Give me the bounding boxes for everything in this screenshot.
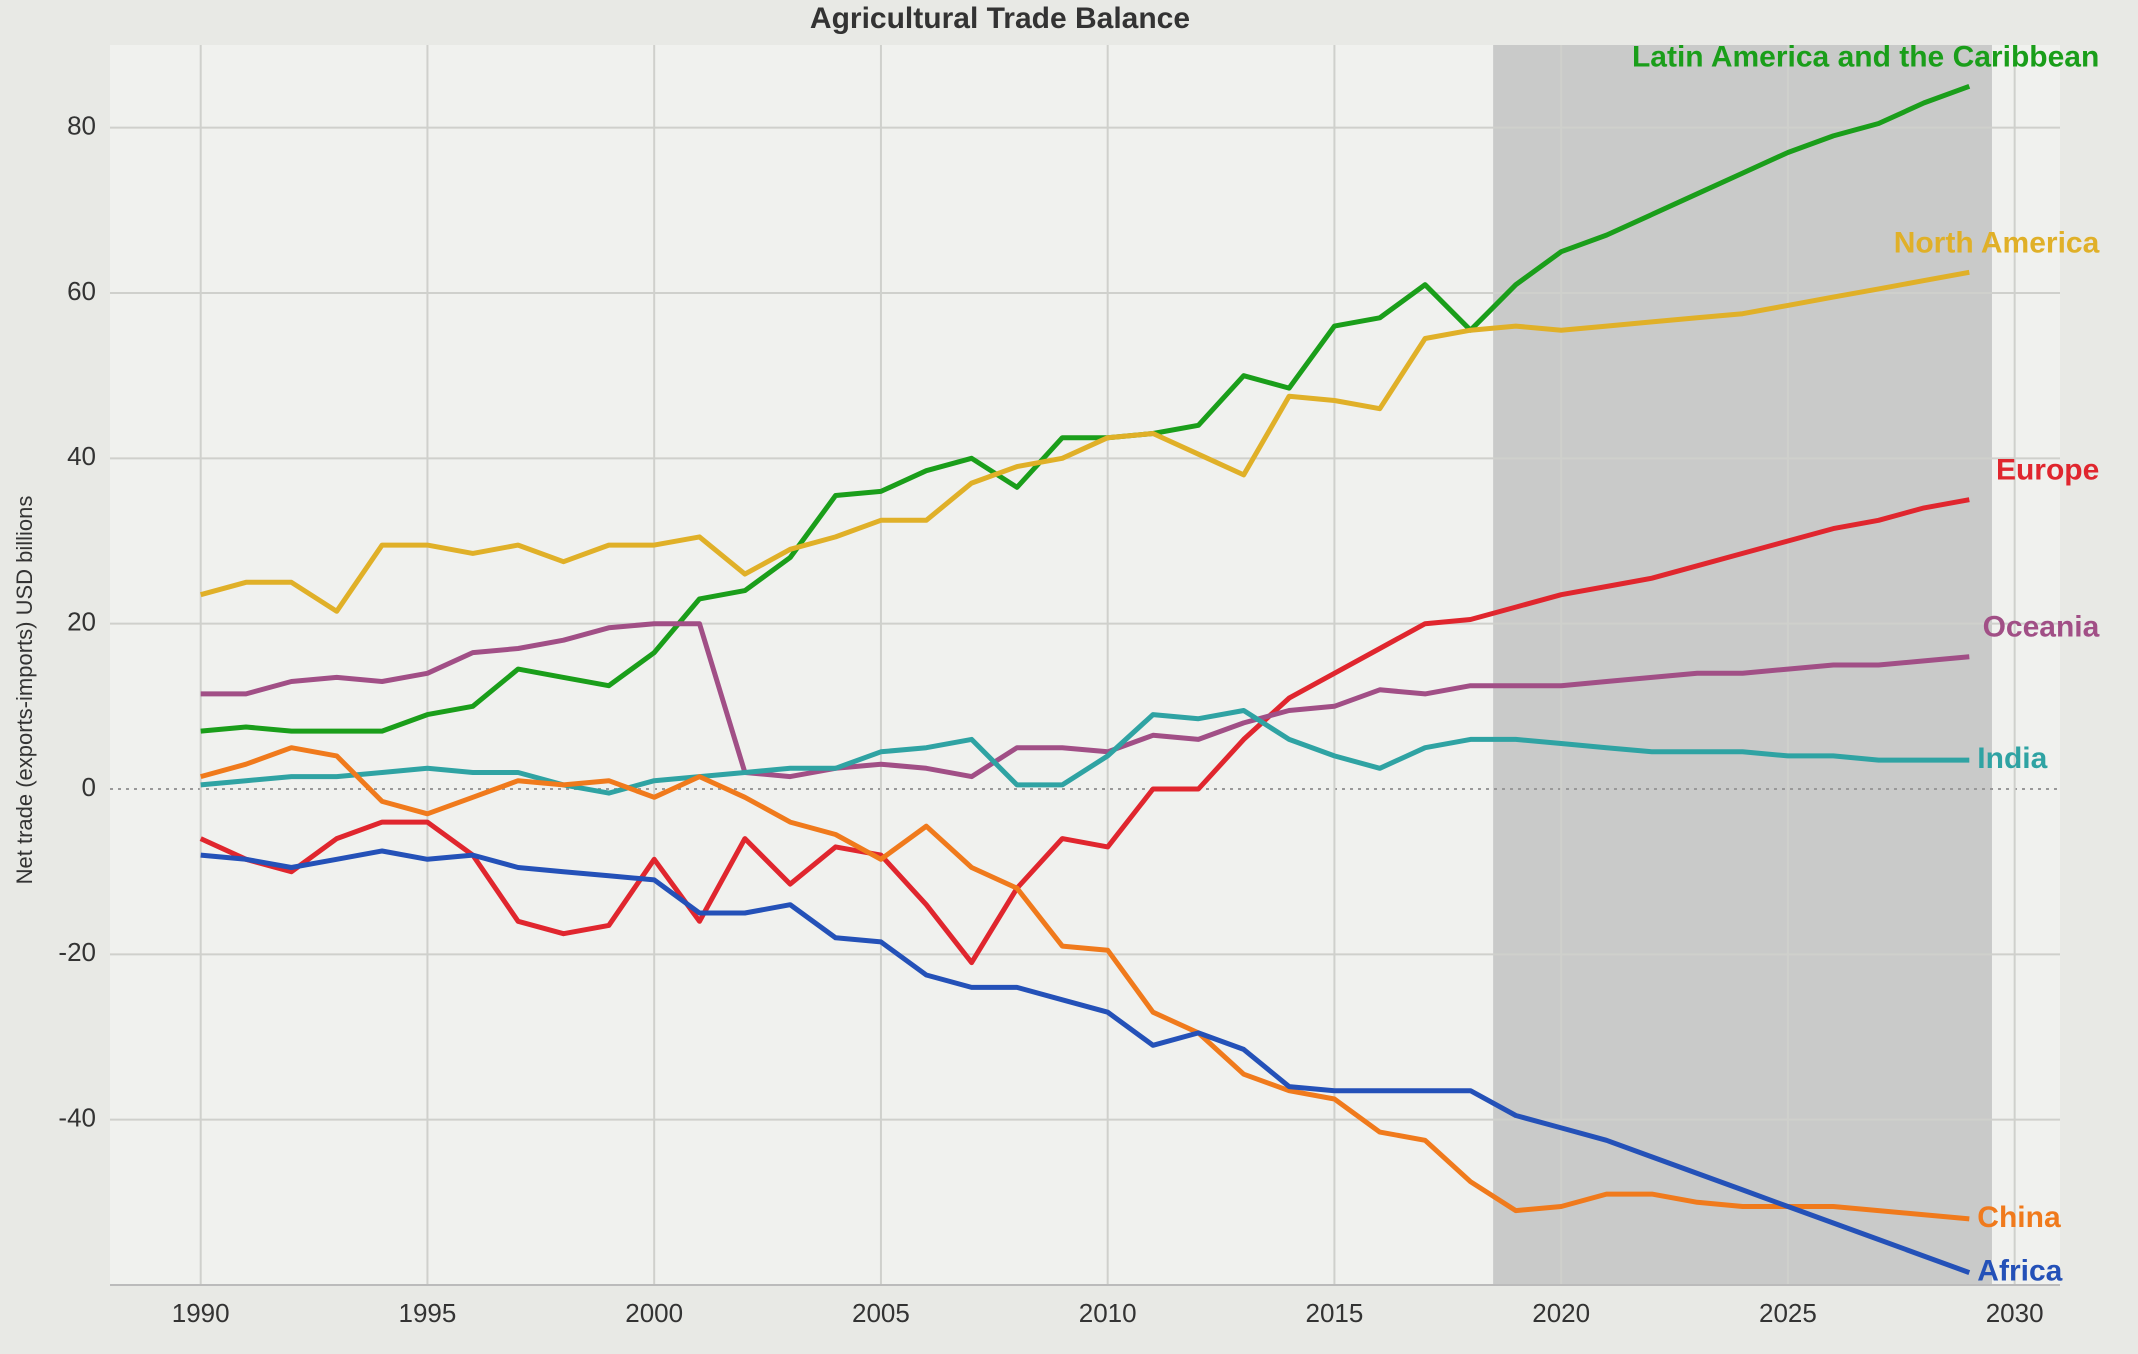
- y-tick-label: 20: [67, 607, 96, 637]
- y-tick-label: 0: [82, 772, 96, 802]
- x-tick-label: 2025: [1759, 1298, 1817, 1328]
- chart-title: Agricultural Trade Balance: [810, 2, 1190, 35]
- x-tick-label: 2015: [1305, 1298, 1363, 1328]
- x-tick-label: 2020: [1532, 1298, 1590, 1328]
- y-tick-label: 80: [67, 111, 96, 141]
- chart: Agricultural Trade Balance Net trade (ex…: [0, 0, 2138, 1354]
- y-tick-label: -20: [58, 937, 96, 967]
- y-axis-title: Net trade (exports-imports) USD billions: [12, 496, 37, 885]
- x-tick-label: 2010: [1079, 1298, 1137, 1328]
- series-label: China: [1977, 1201, 2061, 1234]
- x-tick-label: 2005: [852, 1298, 910, 1328]
- series-label: Europe: [1996, 454, 2099, 487]
- y-tick-label: 60: [67, 276, 96, 306]
- y-tick-label: 40: [67, 441, 96, 471]
- series-label: North America: [1894, 226, 2100, 259]
- series-label: Africa: [1977, 1255, 2062, 1288]
- x-tick-label: 2030: [1986, 1298, 2044, 1328]
- series-label: India: [1977, 742, 2047, 775]
- x-tick-label: 1995: [399, 1298, 457, 1328]
- series-label: Latin America and the Caribbean: [1632, 40, 2099, 73]
- y-tick-label: -40: [58, 1103, 96, 1133]
- x-tick-label: 2000: [625, 1298, 683, 1328]
- x-tick-label: 1990: [172, 1298, 230, 1328]
- series-label: Oceania: [1983, 611, 2100, 644]
